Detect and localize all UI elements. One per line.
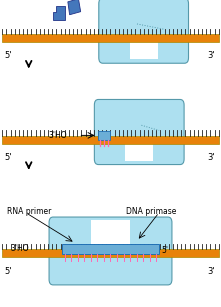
Text: DNA primase: DNA primase (126, 207, 176, 216)
Bar (130, 35, 158, 59)
Text: 5': 5' (4, 153, 12, 161)
Bar (91, 220, 130, 245)
Text: 3': 3' (208, 51, 215, 60)
FancyBboxPatch shape (49, 217, 172, 285)
Polygon shape (68, 0, 81, 15)
Bar (2, 136, 219, 144)
Text: RNA primer: RNA primer (7, 207, 51, 216)
Bar (2, 249, 219, 257)
FancyBboxPatch shape (99, 0, 189, 63)
Bar (125, 137, 153, 161)
Text: 5': 5' (4, 51, 12, 60)
Bar (62, 244, 159, 254)
Text: 5': 5' (4, 267, 12, 276)
Text: 3'HO: 3'HO (49, 131, 67, 140)
Bar (98, 131, 110, 140)
Text: 5': 5' (162, 246, 169, 255)
Bar (2, 34, 219, 42)
Polygon shape (53, 6, 65, 20)
Text: 3'HO: 3'HO (10, 244, 29, 254)
Text: 3': 3' (208, 267, 215, 276)
FancyBboxPatch shape (94, 99, 184, 165)
Text: 3': 3' (208, 153, 215, 161)
